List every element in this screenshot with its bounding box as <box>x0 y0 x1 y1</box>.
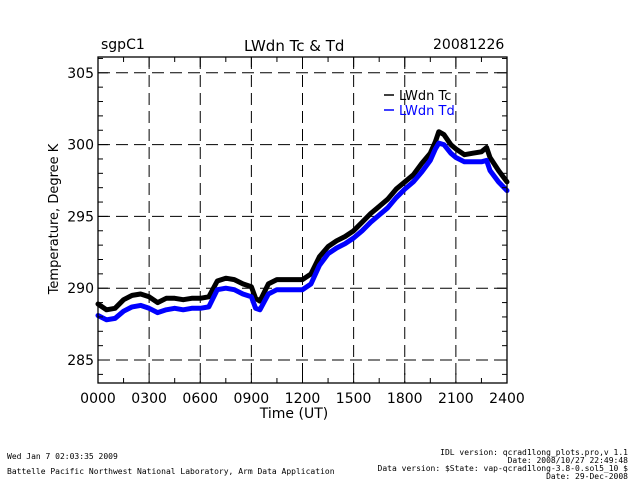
footer-data-date: Date: 29-Dec-2008 <box>546 472 628 481</box>
x-tick-label: 0000 <box>80 391 116 407</box>
x-tick-label: 0600 <box>182 391 218 407</box>
legend-label-tc: LWdn Tc <box>399 89 451 104</box>
series-line-tc <box>95 129 510 313</box>
y-tick-label: 285 <box>67 353 94 369</box>
x-tick-label: 2100 <box>438 391 474 407</box>
legend: LWdn Tc LWdn Td <box>384 89 455 119</box>
date-label: 20081226 <box>433 37 505 53</box>
footer-timestamp: Wed Jan 7 02:03:35 2009 <box>7 452 118 461</box>
footer-lab: Battelle Pacific Northwest National Labo… <box>7 467 335 476</box>
legend-label-td: LWdn Td <box>399 104 455 119</box>
footer-idl-date: Date: 2008/10/27 22:49:48 <box>507 456 628 465</box>
y-tick-label: 295 <box>67 209 94 225</box>
axes: 285 290 295 300 305 0000 0300 0600 0900 1200 1500 1… <box>67 56 525 407</box>
y-tick-label: 300 <box>67 138 94 154</box>
y-axis-label: Temperature, Degree K <box>47 143 62 295</box>
y-tick-label: 290 <box>67 281 94 297</box>
x-tick-label: 1500 <box>336 391 372 407</box>
series-line-td <box>95 140 510 323</box>
x-axis-label: Time (UT) <box>259 406 328 422</box>
y-tick-label: 305 <box>67 66 94 82</box>
x-tick-label: 0300 <box>131 391 167 407</box>
x-tick-label: 0900 <box>234 391 270 407</box>
x-tick-label: 1200 <box>285 391 321 407</box>
x-tick-label: 2400 <box>489 391 525 407</box>
footer-idl-version: IDL version: qcrad1long_plots.pro,v 1.1 <box>440 448 628 457</box>
series-layer <box>95 129 510 323</box>
footer-data-version: Data version: $State: vap-qcrad1long-3.8… <box>377 464 628 473</box>
x-tick-label: 1800 <box>387 391 423 407</box>
site-label: sgpC1 <box>101 37 145 53</box>
chart-title: LWdn Tc & Td <box>244 37 345 55</box>
